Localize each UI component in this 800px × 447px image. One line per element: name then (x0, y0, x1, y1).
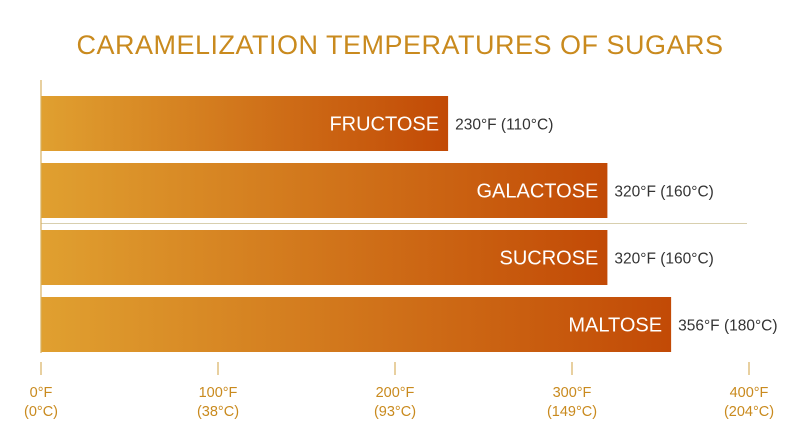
bar (41, 96, 449, 151)
bar-category-label: FRUCTOSE (329, 114, 439, 136)
bar-category-label: MALTOSE (568, 315, 662, 337)
bar-category-label: GALACTOSE (476, 181, 598, 203)
bar-value-label: 230°F (110°C) (455, 117, 553, 134)
x-tick-label: 0°F (30, 385, 53, 401)
bar-category-label: SUCROSE (499, 248, 598, 270)
x-tick-sublabel: (149°C) (547, 404, 597, 420)
bar (41, 297, 672, 352)
bar (41, 230, 608, 285)
bar-value-label: 320°F (160°C) (614, 184, 713, 201)
x-tick-label: 100°F (199, 385, 238, 401)
x-tick-label: 400°F (730, 385, 769, 401)
bar-value-label: 356°F (180°C) (678, 318, 777, 335)
bar (41, 163, 608, 218)
x-tick-label: 300°F (553, 385, 592, 401)
bar-value-label: 320°F (160°C) (614, 251, 713, 268)
x-tick-label: 200°F (376, 385, 415, 401)
x-tick-sublabel: (38°C) (197, 404, 239, 420)
x-tick-sublabel: (93°C) (374, 404, 416, 420)
x-tick-sublabel: (0°C) (24, 404, 58, 420)
x-tick-sublabel: (204°C) (724, 404, 774, 420)
chart-title: CARAMELIZATION TEMPERATURES OF SUGARS (76, 30, 724, 60)
